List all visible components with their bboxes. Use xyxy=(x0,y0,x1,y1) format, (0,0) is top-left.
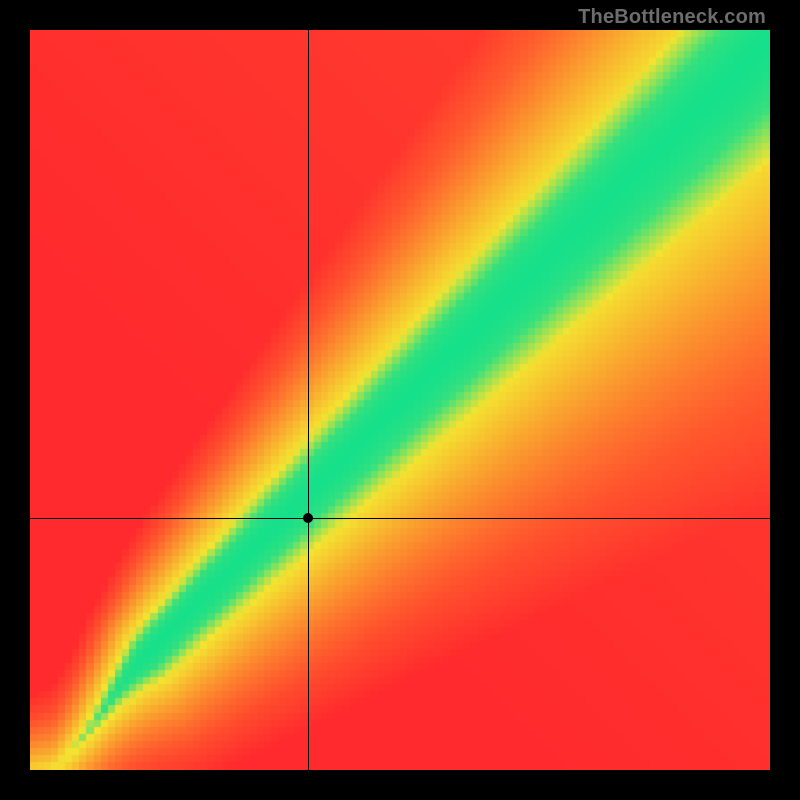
crosshair-marker xyxy=(303,513,313,523)
heatmap-canvas xyxy=(30,30,770,770)
crosshair-vertical xyxy=(308,30,309,770)
watermark-text: TheBottleneck.com xyxy=(578,6,766,29)
outer-frame: TheBottleneck.com xyxy=(0,0,800,800)
crosshair-horizontal xyxy=(30,518,770,519)
plot-area xyxy=(30,30,770,770)
